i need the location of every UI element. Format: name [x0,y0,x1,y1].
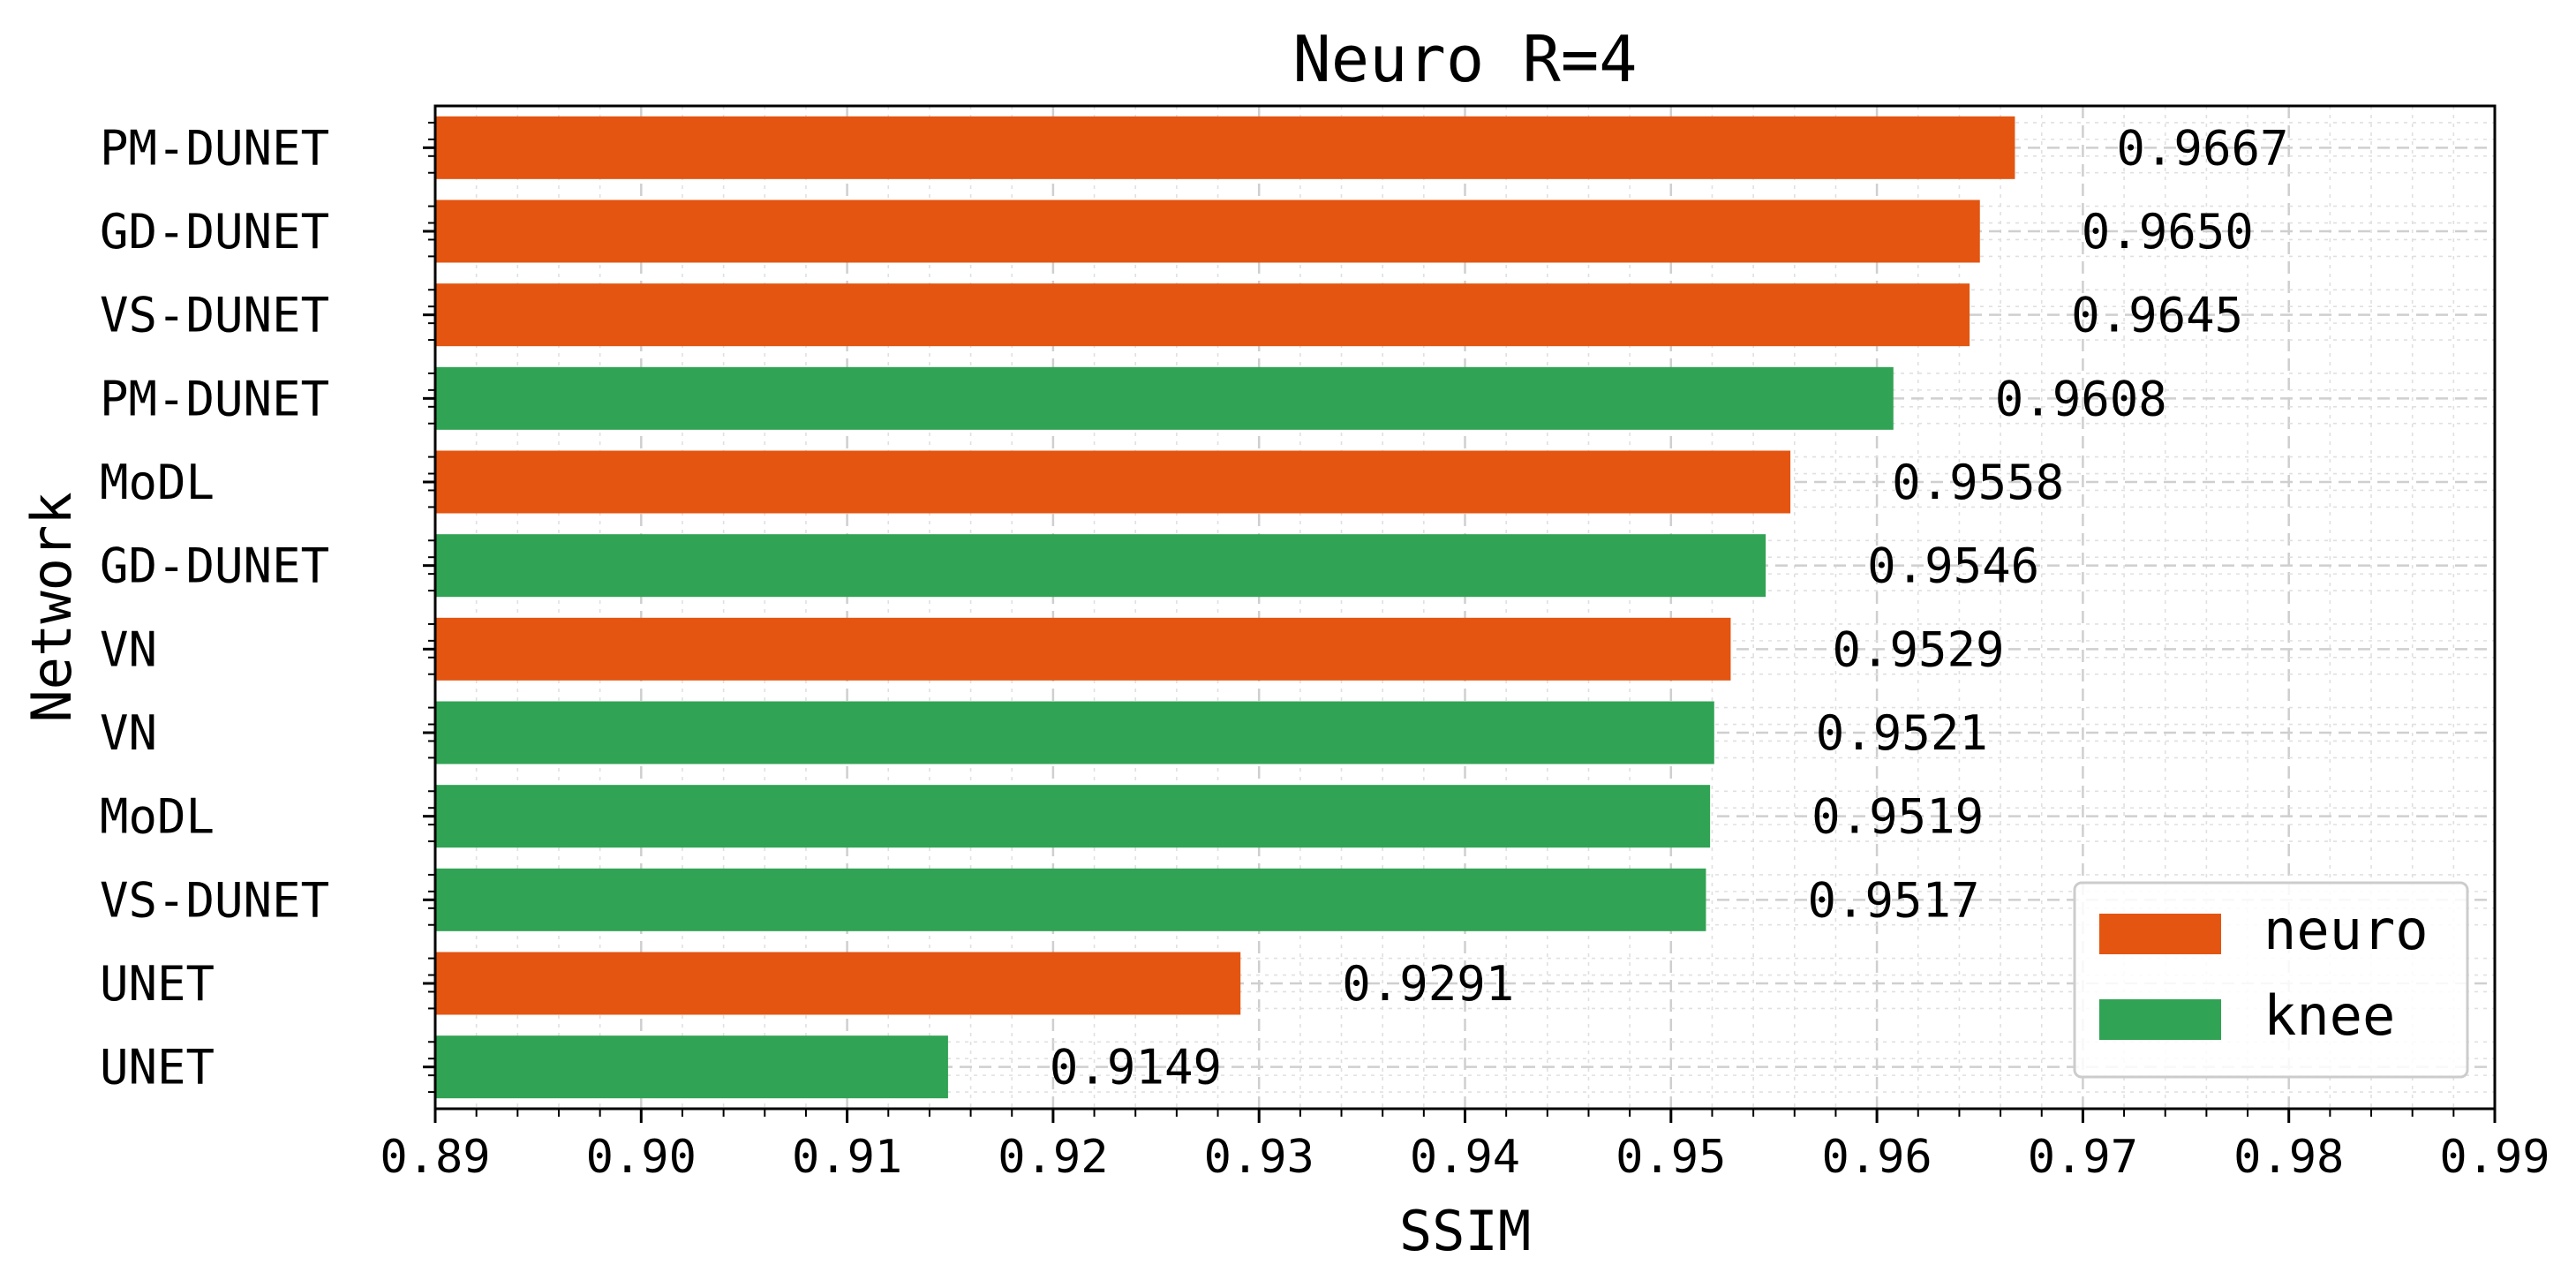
y-axis-ticks [423,121,435,1094]
category-label: PM-DUNET [100,120,329,176]
bar-knee-unet [435,1035,948,1099]
category-label: UNET [100,1040,215,1096]
x-axis-label: SSIM [1399,1199,1531,1263]
bar-neuro-pm-dunet [435,116,2015,179]
value-label: 0.9667 [2116,120,2288,176]
legend-swatch-knee [2099,999,2221,1040]
x-tick-label: 0.92 [998,1131,1108,1184]
legend-label-neuro: neuro [2263,898,2429,962]
legend-swatch-neuro [2099,914,2221,954]
legend-label-knee: knee [2263,983,2395,1048]
x-tick-label: 0.89 [380,1131,490,1184]
category-label: VN [100,621,157,677]
bar-neuro-vn [435,617,1731,681]
category-label: GD-DUNET [100,204,329,260]
x-tick-label: 0.97 [2028,1131,2138,1184]
bar-knee-vs-dunet [435,868,1706,931]
chart-title: Neuro R=4 [1292,22,1637,96]
category-label: GD-DUNET [100,538,329,594]
bar-neuro-gd-dunet [435,200,1980,263]
x-tick-label: 0.93 [1204,1131,1314,1184]
value-label: 0.9558 [1892,455,2064,510]
category-label: UNET [100,956,215,1012]
y-axis-label: Network [19,492,84,722]
x-tick-label: 0.99 [2439,1131,2550,1184]
category-label: VS-DUNET [100,288,329,343]
value-label: 0.9546 [1867,538,2039,594]
value-label: 0.9517 [1807,872,1979,928]
x-tick-label: 0.90 [586,1131,697,1184]
bar-knee-vn [435,701,1714,764]
bar-knee-gd-dunet [435,534,1766,598]
bar-knee-pm-dunet [435,366,1894,430]
value-label: 0.9521 [1816,705,1988,761]
bar-knee-modl [435,785,1711,848]
value-label: 0.9650 [2082,204,2254,260]
x-tick-label: 0.98 [2233,1131,2344,1184]
x-tick-label: 0.91 [792,1131,902,1184]
value-label: 0.9519 [1811,789,1984,845]
x-tick-label: 0.94 [1410,1131,1520,1184]
category-label: MoDL [100,455,215,510]
legend: neuro knee [2073,881,2469,1079]
category-label: VN [100,705,157,761]
value-label: 0.9291 [1342,956,1514,1012]
value-labels: 0.9667 0.9650 0.9645 0.9608 0.9558 0.9546 0.95… [1050,120,2289,1095]
value-label: 0.9149 [1050,1040,1222,1096]
category-label: PM-DUNET [100,371,329,426]
x-axis-ticks: 0.89 0.90 0.91 0.92 0.93 0.94 0.95 0.96 0.97 0.98… [380,1109,2550,1184]
category-label: VS-DUNET [100,872,329,928]
x-tick-label: 0.96 [1821,1131,1932,1184]
bar-neuro-modl [435,450,1791,514]
value-label: 0.9529 [1832,621,2004,677]
bar-neuro-vs-dunet [435,283,1970,347]
bar-neuro-unet [435,952,1241,1015]
value-label: 0.9608 [1995,371,2167,426]
category-label: MoDL [100,789,215,845]
category-labels: PM-DUNET GD-DUNET VS-DUNET PM-DUNET MoDL GD-D… [100,120,329,1095]
bars [435,116,2015,1099]
x-tick-label: 0.95 [1616,1131,1726,1184]
value-label: 0.9645 [2071,288,2243,343]
